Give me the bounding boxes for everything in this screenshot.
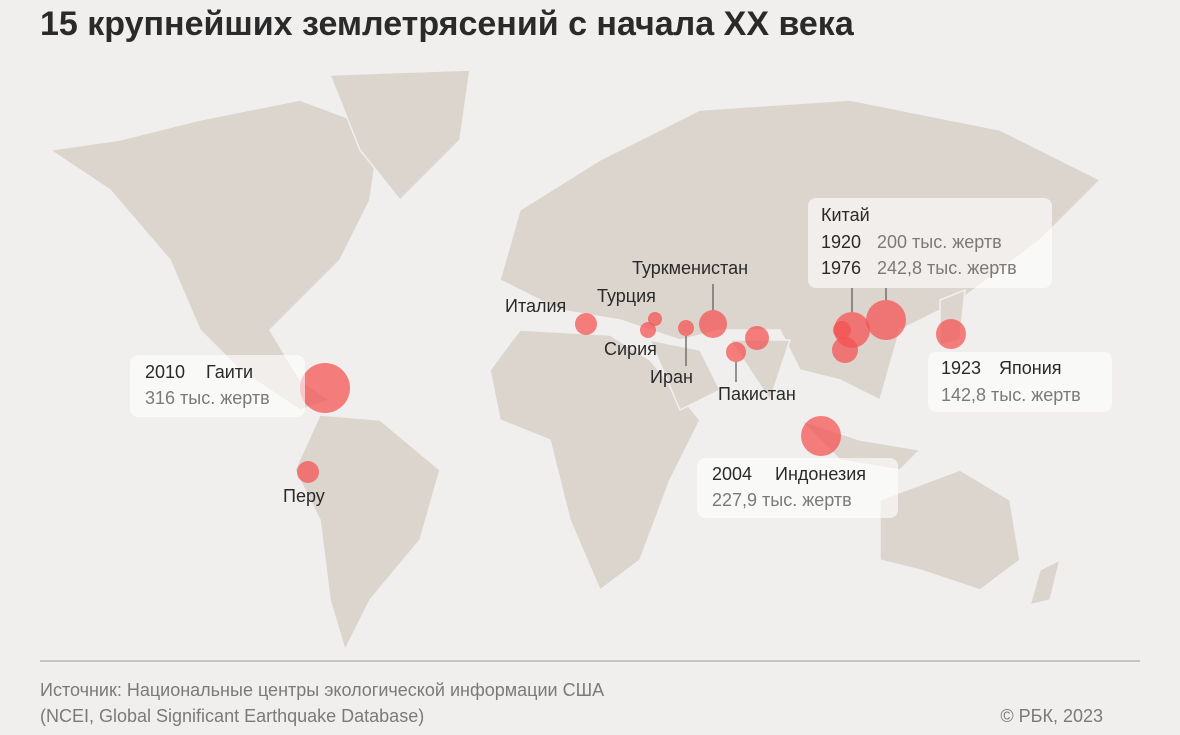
place: Индонезия xyxy=(775,464,866,484)
landmass xyxy=(879,469,1021,591)
label: Туркменистан xyxy=(632,258,748,278)
quake xyxy=(745,326,769,350)
callout-box xyxy=(808,198,1052,288)
landmass xyxy=(328,69,471,202)
title: 15 крупнейших землетрясений с начала XX … xyxy=(40,5,855,43)
source: Источник: Национальные центры экологичес… xyxy=(40,680,604,700)
year: 1920 xyxy=(821,232,861,252)
source: (NCEI, Global Significant Earthquake Dat… xyxy=(40,706,424,726)
place: Китай xyxy=(821,205,870,225)
quake xyxy=(801,416,841,456)
landmass xyxy=(489,329,701,592)
quake xyxy=(300,363,350,413)
quake xyxy=(726,342,746,362)
year: 2010 xyxy=(145,362,185,382)
year: 2004 xyxy=(712,464,752,484)
deaths: 227,9 тыс. жертв xyxy=(712,490,852,510)
leader-lines xyxy=(685,284,887,382)
place: Гаити xyxy=(206,362,253,382)
label: Перу xyxy=(283,486,325,506)
callout-box xyxy=(928,352,1112,412)
label: Пакистан xyxy=(718,384,796,404)
deaths: 200 тыс. жертв xyxy=(877,232,1002,252)
landmass xyxy=(47,99,381,411)
quake xyxy=(866,300,906,340)
deaths: 142,8 тыс. жертв xyxy=(941,385,1081,405)
quake xyxy=(936,319,966,349)
callout-japan: 1923 Япония 142,8 тыс. жертв xyxy=(928,352,1112,412)
callout-box xyxy=(697,458,898,518)
quake xyxy=(297,461,319,483)
year: 1923 xyxy=(941,358,981,378)
label: Иран xyxy=(650,367,693,387)
landmass xyxy=(648,338,722,412)
quake xyxy=(648,312,662,326)
label: Сирия xyxy=(604,339,657,359)
quake xyxy=(678,320,694,336)
copyright: © РБК, 2023 xyxy=(1000,706,1103,726)
country-labels: Италия Турция Туркменистан Сирия Иран Па… xyxy=(283,258,796,506)
callout-china: Китай 1920 200 тыс. жертв 1976 242,8 тыс… xyxy=(808,198,1052,288)
deaths: 242,8 тыс. жертв xyxy=(877,258,1017,278)
label: Турция xyxy=(597,286,656,306)
deaths: 316 тыс. жертв xyxy=(145,388,270,408)
quake xyxy=(640,322,656,338)
earthquakes xyxy=(297,300,966,483)
place: Япония xyxy=(999,358,1062,378)
year: 1976 xyxy=(821,258,861,278)
callout-indonesia: 2004 Индонезия 227,9 тыс. жертв xyxy=(697,458,898,518)
callout-haiti: 2010 Гаити 316 тыс. жертв xyxy=(130,355,305,417)
quake xyxy=(833,321,851,339)
callout-box xyxy=(130,355,305,417)
label: Италия xyxy=(505,296,566,316)
quake xyxy=(699,310,727,338)
quake xyxy=(575,313,597,335)
landmass xyxy=(294,414,441,653)
quake xyxy=(832,337,858,363)
landmass xyxy=(1028,558,1062,607)
